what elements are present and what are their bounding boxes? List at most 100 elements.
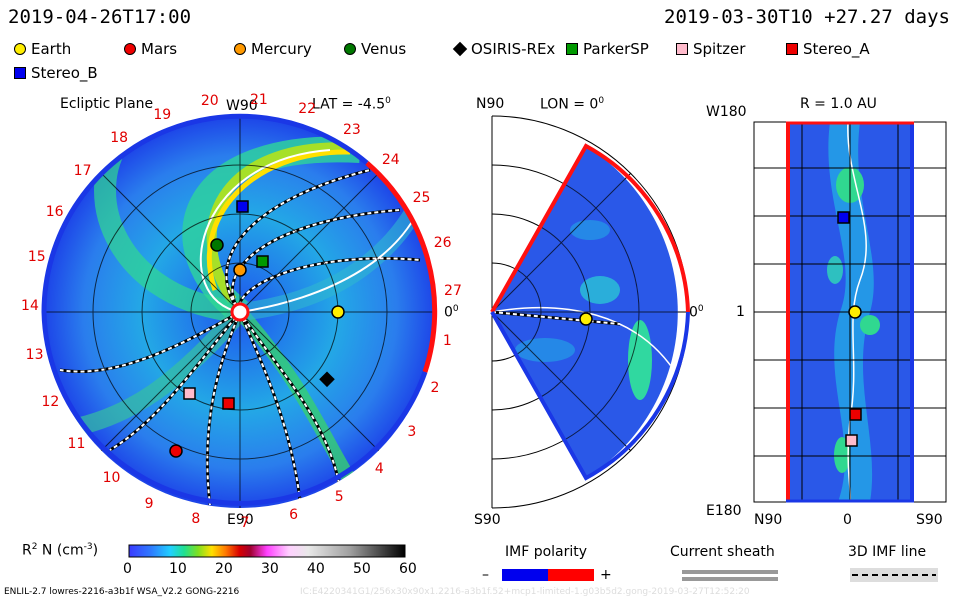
earth-marker <box>331 305 345 319</box>
legend-label: Venus <box>361 40 407 58</box>
radial-earth-marker <box>848 305 862 319</box>
carrington-tick-label: 23 <box>343 121 361 138</box>
radial-top-left: W180 <box>706 104 747 120</box>
carrington-tick-label: 3 <box>407 423 417 440</box>
meridional-bottom-label: S90 <box>474 512 501 528</box>
imf-negative-bar <box>502 569 548 581</box>
meridional-plane-plot <box>490 115 690 509</box>
legend-label: ParkerSP <box>583 40 649 58</box>
carrington-tick-label: 4 <box>374 460 384 477</box>
colorbar-tick: 60 <box>399 561 417 577</box>
legend-label: OSIRIS-REx <box>471 40 556 58</box>
circle-icon <box>14 43 26 55</box>
radial-bottom-left: E180 <box>706 503 742 519</box>
meridional-earth-marker <box>579 312 593 326</box>
colorbar-tick: 20 <box>215 561 233 577</box>
osiris-marker <box>319 371 335 388</box>
imf-line-sample <box>850 568 938 582</box>
legend-label: Spitzer <box>693 40 746 58</box>
legend-item-stereo-a: Stereo_A <box>786 40 870 58</box>
carrington-tick-label: 26 <box>433 234 452 251</box>
mars-marker <box>169 444 183 458</box>
stereo-a-marker <box>222 397 235 410</box>
carrington-tick-label: 19 <box>153 106 172 123</box>
radial-spitzer-marker <box>845 434 858 447</box>
legend-label: Stereo_A <box>803 40 870 58</box>
square-icon <box>786 43 798 55</box>
carrington-tick-label: 17 <box>73 163 92 180</box>
footer-text: ENLIL-2.7 lowres-2216-a3b1f WSA_V2.2 GON… <box>4 587 240 597</box>
sun-marker <box>230 302 250 322</box>
colorbar-tick: 50 <box>353 561 371 577</box>
square-icon <box>676 43 688 55</box>
venus-marker <box>210 238 224 252</box>
carrington-tick-label: 24 <box>381 152 400 169</box>
imf-polarity-title: IMF polarity <box>505 544 588 560</box>
meridional-lon-label: LON = 00 <box>540 96 605 113</box>
ecliptic-lat-label: LAT = -4.50 <box>312 96 391 113</box>
carrington-tick-label: 7 <box>240 514 250 531</box>
carrington-tick-label: 9 <box>144 495 154 512</box>
radial-stereo-b-marker <box>837 211 850 224</box>
run-time: 2019-03-30T10 +27.27 days <box>664 6 950 28</box>
ecliptic-right-label: 00 <box>444 304 459 321</box>
legend-item-mars: Mars <box>124 40 177 58</box>
carrington-tick-label: 5 <box>334 488 344 505</box>
ecliptic-title: Ecliptic Plane <box>60 96 154 112</box>
carrington-tick-label: 20 <box>200 93 219 110</box>
carrington-tick-label: 21 <box>250 91 268 108</box>
radial-tick-n90: N90 <box>754 512 783 528</box>
colorbar-label: R2 N (cm-3) <box>22 542 99 559</box>
parker-marker <box>256 255 269 268</box>
legend-label: Stereo_B <box>31 64 98 82</box>
legend-item-mercury: Mercury <box>234 40 312 58</box>
legend-item-venus: Venus <box>344 40 406 58</box>
imf-minus-label: – <box>482 567 489 583</box>
carrington-tick-label: 10 <box>102 470 121 487</box>
ecliptic-top-label: W90 <box>226 98 258 114</box>
meridional-top-label: N90 <box>476 96 505 112</box>
current-sheath-sample <box>682 570 778 581</box>
carrington-tick-label: 6 <box>289 507 299 524</box>
radial-mid-left: 1 <box>736 304 745 320</box>
carrington-tick-label: 11 <box>67 435 86 452</box>
colorbar-tick: 0 <box>123 561 132 577</box>
legend-item-osiris-rex: OSIRIS-REx <box>452 40 556 58</box>
circle-icon <box>234 43 246 55</box>
circle-icon <box>124 43 136 55</box>
current-sheath-title: Current sheath <box>670 544 775 560</box>
colorbar-tick: 40 <box>307 561 325 577</box>
ecliptic-bottom-label: E90 <box>227 512 254 528</box>
density-colorbar <box>128 544 406 558</box>
radial-tick-s90: S90 <box>916 512 943 528</box>
imf-positive-bar <box>548 569 594 581</box>
mercury-marker <box>233 263 247 277</box>
footer-faint: IC:E4220341G1/256x30x90x1.2216-a3b1f.52+… <box>300 587 750 597</box>
imf-line-title: 3D IMF line <box>848 544 927 560</box>
square-icon <box>566 43 578 55</box>
colorbar-tick: 10 <box>169 561 187 577</box>
circle-icon <box>344 43 356 55</box>
imf-plus-label: + <box>600 567 612 583</box>
carrington-tick-label: 1 <box>442 332 452 349</box>
legend-item-parkersp: ParkerSP <box>566 40 649 58</box>
carrington-tick-label: 13 <box>25 347 44 364</box>
legend-item-stereo-b: Stereo_B <box>14 64 98 82</box>
stereo-b-marker <box>236 200 249 213</box>
spitzer-marker <box>183 387 196 400</box>
radial-title: R = 1.0 AU <box>800 96 877 112</box>
meridional-right-label: 00 <box>689 304 704 321</box>
legend-label: Earth <box>31 40 72 58</box>
legend-item-spitzer: Spitzer <box>676 40 745 58</box>
radial-stereo-a-marker <box>849 408 862 421</box>
carrington-tick-label: 18 <box>110 130 129 147</box>
carrington-tick-label: 12 <box>41 393 60 410</box>
carrington-tick-label: 2 <box>430 380 440 397</box>
carrington-tick-label: 14 <box>21 298 39 315</box>
carrington-tick-label: 8 <box>191 510 201 527</box>
carrington-tick-label: 16 <box>45 203 64 220</box>
square-icon <box>14 67 26 79</box>
carrington-tick-label: 25 <box>412 190 431 207</box>
